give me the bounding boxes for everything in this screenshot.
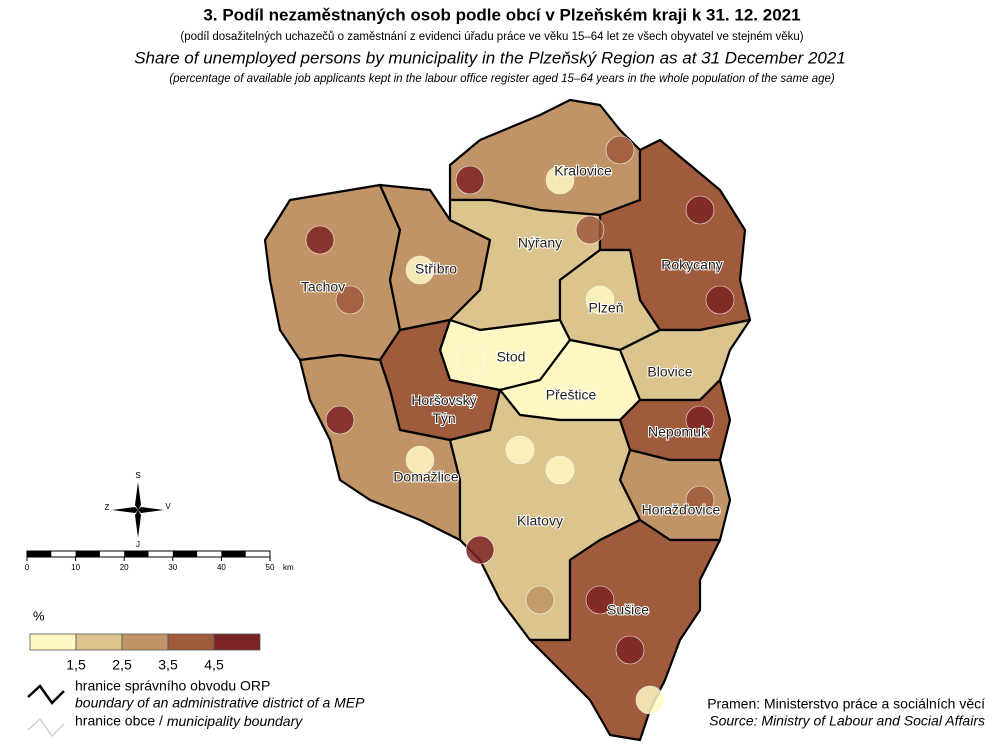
- municipality-symbol: [27, 718, 65, 738]
- district-label: Nýřany: [518, 235, 562, 251]
- scale-label: 10: [71, 563, 80, 572]
- title: 3. Podíl nezaměstnaných osob podle obcí …: [203, 5, 800, 24]
- municipality-patch: [405, 255, 435, 285]
- municipality-patch: [465, 535, 495, 565]
- source-en: Source: Ministry of Labour and Social Af…: [709, 713, 985, 729]
- legend-swatch: [167, 633, 215, 651]
- scale-label: 0: [25, 563, 30, 572]
- source-cs: Pramen: Ministerstvo práce a sociálních …: [707, 696, 985, 712]
- municipality-patch: [705, 285, 735, 315]
- municipality-patch: [635, 685, 665, 715]
- region-map: [263, 98, 752, 742]
- municipality-patch: [575, 215, 605, 245]
- municipality-patch: [305, 225, 335, 255]
- legend-break: 2,5: [112, 657, 132, 673]
- municipality-patch: [325, 405, 355, 435]
- municipality-patch: [455, 165, 485, 195]
- scale-bar: 0 10 20 30 40 50 km: [25, 550, 294, 572]
- municipality-patch: [685, 405, 715, 435]
- legend-break: 4,5: [204, 657, 224, 673]
- subtitle: (podíl dosažitelných uchazečů o zaměstná…: [180, 31, 803, 43]
- district-area: [263, 183, 402, 362]
- district-label: Horažďovice: [642, 502, 721, 518]
- district-label: Rokycany: [661, 257, 722, 273]
- municipality-patch: [455, 345, 485, 375]
- district-label: Blovice: [647, 364, 692, 380]
- scale-unit: km: [283, 563, 294, 572]
- municipality-patch: [505, 435, 535, 465]
- compass-w: Z: [105, 503, 110, 512]
- legend: % hranice správního obvodu ORP boundary …: [27, 608, 365, 738]
- municipality-patch: [545, 455, 575, 485]
- municipality-patch: [685, 485, 715, 515]
- scale-label: 20: [120, 563, 129, 572]
- district-label: Klatovy: [517, 513, 563, 529]
- district-label: Stod: [497, 349, 526, 365]
- subtitle-en: (percentage of available job applicants …: [169, 73, 835, 85]
- scale-label: 30: [168, 563, 177, 572]
- district-label: Plzeň: [588, 300, 623, 316]
- legend-break: 1,5: [66, 657, 86, 673]
- compass-s: J: [136, 540, 140, 549]
- municipality-patch: [615, 635, 645, 665]
- legend-swatch: [121, 633, 169, 651]
- municipality-patch: [685, 195, 715, 225]
- legend-swatch: [213, 633, 261, 651]
- district-area: [528, 518, 722, 742]
- district-label: Přeštice: [546, 387, 597, 403]
- legend-swatch: [29, 633, 77, 651]
- scale-segment: [75, 551, 100, 557]
- district-labels: Tachov Stříbro Kralovice Nýřany Rokycany Plze…: [300, 162, 724, 619]
- scale-segment: [221, 551, 246, 557]
- scale-label: 40: [217, 563, 226, 572]
- compass-n: S: [135, 471, 140, 480]
- district-label: Stříbro: [415, 261, 457, 277]
- title-en: Share of unemployed persons by municipal…: [134, 48, 846, 67]
- district-label: Nepomuk: [648, 424, 709, 440]
- municipality-en: municipality boundary: [163, 713, 303, 729]
- municipality-patch: [525, 585, 555, 615]
- municipality-cs: hranice obce / municipality boundary: [75, 713, 303, 729]
- district-label: Domažlice: [393, 469, 459, 485]
- scale-segment: [27, 551, 52, 557]
- compass: S J Z V: [105, 471, 172, 549]
- district-label: Tachov: [301, 279, 345, 295]
- municipality-patch: [605, 135, 635, 165]
- scale-segment: [172, 551, 198, 557]
- municipality-patch: [545, 165, 575, 195]
- compass-e: V: [165, 502, 171, 511]
- municipality-patch: [405, 445, 435, 475]
- municipality-patch: [335, 285, 365, 315]
- orp-symbol: [27, 684, 65, 705]
- scale-label: 50: [266, 563, 275, 572]
- municipality-patch: [585, 285, 615, 315]
- district-label: Horšovský Týn: [411, 392, 476, 426]
- scale-segment: [124, 551, 149, 557]
- district-label: Sušice: [607, 602, 649, 618]
- legend-unit: %: [33, 608, 45, 623]
- district-label: Kralovice: [554, 163, 612, 179]
- legend-swatch: [75, 633, 123, 651]
- orp-cs: hranice správního obvodu ORP: [75, 678, 270, 694]
- municipality-patch: [585, 585, 615, 615]
- legend-break: 3,5: [158, 657, 178, 673]
- orp-en: boundary of an administrative district o…: [75, 695, 365, 711]
